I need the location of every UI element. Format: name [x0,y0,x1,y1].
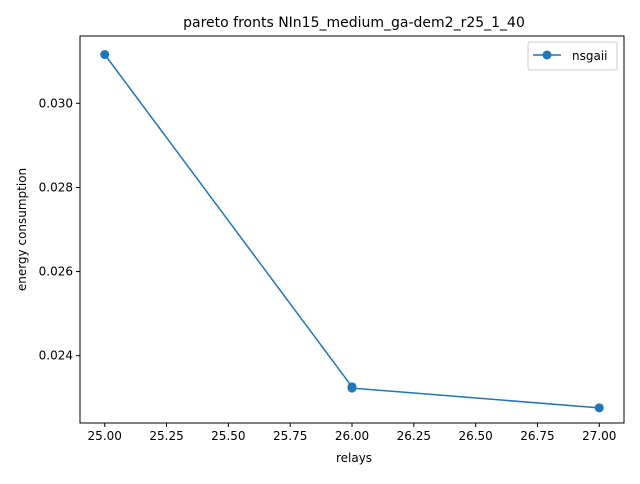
plot-area [80,36,624,423]
x-tick-label: 25.25 [149,429,183,443]
data-point [594,403,604,413]
x-axis-label: relays [336,451,372,465]
legend-label-nsgaii: nsgaii [572,49,608,63]
plot-background [80,36,624,423]
y-tick-label: 0.030 [39,96,73,110]
x-tick-label: 26.50 [458,429,492,443]
y-tick-label: 0.026 [39,265,73,279]
x-tick-label: 26.25 [397,429,431,443]
legend-marker [542,50,552,60]
data-point [347,383,357,393]
chart-title: pareto fronts NIn15_medium_ga-dem2_r25_1… [183,15,525,31]
y-tick-label: 0.024 [39,349,73,363]
x-tick-label: 25.00 [88,429,122,443]
x-tick-label: 26.75 [520,429,554,443]
plot-frame [79,35,625,424]
data-point [100,50,110,60]
y-tick-label: 0.028 [39,180,73,194]
y-axis-ticks: 0.024 0.026 0.028 0.030 [39,96,80,363]
legend: nsgaii [527,41,618,71]
legend-box [527,41,618,71]
x-tick-label: 25.75 [273,429,307,443]
x-tick-label: 27.00 [582,429,616,443]
x-tick-label: 25.50 [211,429,245,443]
series-layer [100,50,604,413]
x-axis-ticks: 25.00 25.25 25.50 25.75 26.00 26.25 26.50 26.75… [88,423,616,443]
y-axis-label: energy consumption [15,168,29,291]
x-tick-label: 26.00 [335,429,369,443]
